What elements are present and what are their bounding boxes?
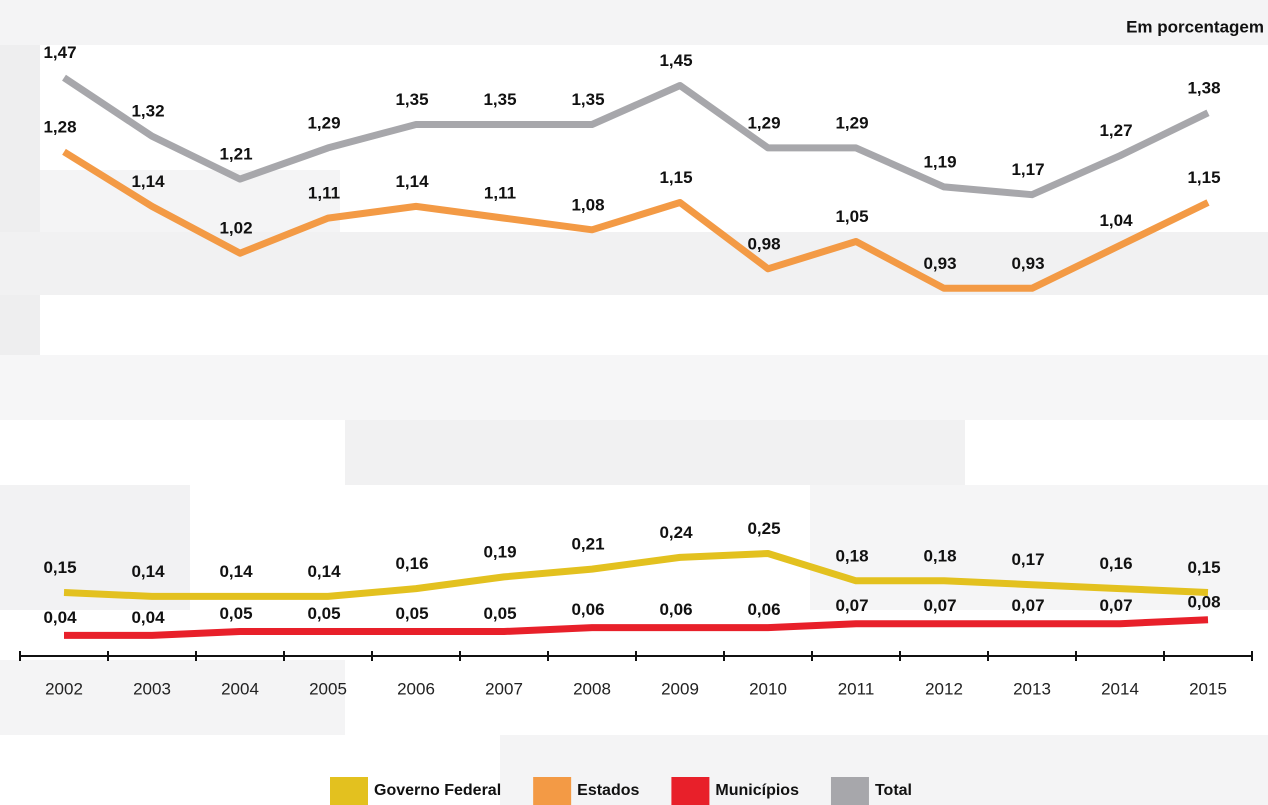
data-label: 1,11 [308,184,340,203]
data-label: 1,29 [747,113,780,132]
subtitle: Em porcentagem [1126,17,1264,36]
data-label: 0,98 [747,234,780,253]
data-label: 1,47 [43,43,76,62]
data-label: 0,18 [923,546,956,565]
data-label: 0,06 [659,600,692,619]
data-label: 0,14 [219,562,253,581]
data-label: 0,14 [307,562,341,581]
data-label: 1,28 [43,117,76,136]
x-tick-label: 2012 [925,679,963,698]
data-label: 0,93 [1011,254,1044,273]
x-tick-label: 2005 [309,679,347,698]
data-label: 0,05 [219,604,252,623]
line [63,550,1209,600]
data-label: 1,27 [1099,121,1132,140]
data-label: 1,35 [395,90,428,109]
data-label: 0,05 [307,604,340,623]
data-label: 0,05 [395,604,428,623]
legend-label: Municípios [715,782,799,799]
data-label: 1,29 [307,113,340,132]
x-tick-label: 2015 [1189,679,1227,698]
data-label: 0,15 [1187,558,1220,577]
legend-label: Estados [577,782,639,799]
data-label: 0,16 [1099,554,1132,573]
data-label: 1,15 [1187,168,1220,187]
x-tick-label: 2008 [573,679,611,698]
x-tick-label: 2003 [133,679,171,698]
line [62,148,1210,292]
data-label: 1,15 [659,168,692,187]
data-label: 1,14 [395,172,429,191]
data-label: 1,29 [835,113,868,132]
data-label: 0,16 [395,554,428,573]
data-label: 1,02 [219,219,252,238]
x-tick-label: 2011 [838,679,875,698]
data-label: 0,06 [571,600,604,619]
x-tick-label: 2004 [221,679,259,698]
legend-swatch [671,777,710,805]
x-tick-label: 2013 [1013,679,1051,698]
data-label: 0,93 [923,254,956,273]
x-tick-label: 2006 [397,679,435,698]
data-label: 1,14 [131,172,165,191]
data-label: 1,35 [571,90,604,109]
legend-swatch [830,777,869,805]
data-label: 0,14 [131,562,165,581]
data-label: 1,05 [835,207,868,226]
legend-swatch [330,777,368,805]
data-label: 1,45 [659,51,692,70]
x-tick-label: 2009 [661,679,699,698]
legend-label: Total [875,782,912,799]
data-label: 0,07 [1011,596,1044,615]
data-label: 0,07 [923,596,956,615]
data-label: 0,04 [43,608,77,627]
data-label: 0,15 [43,558,76,577]
line [62,74,1210,199]
data-label: 0,08 [1187,592,1220,611]
line [64,616,1209,639]
data-label: 1,08 [571,195,604,214]
data-label: 1,32 [131,102,164,121]
data-label: 0,05 [483,604,516,623]
legend-swatch [533,777,572,805]
data-label: 0,04 [131,608,165,627]
x-tick-label: 2002 [45,679,83,698]
x-tick-label: 2007 [485,679,523,698]
data-label: 1,19 [923,152,956,171]
data-label: 1,04 [1099,211,1133,230]
data-label: 0,18 [835,546,868,565]
legend-label: Governo Federal [374,782,501,799]
data-label: 0,06 [747,600,780,619]
data-label: 0,25 [747,519,780,538]
data-label: 1,35 [483,90,516,109]
data-label: 1,21 [219,145,252,164]
data-label: 1,11 [484,184,516,203]
data-label: 1,17 [1011,160,1044,179]
data-label: 1,38 [1187,78,1220,97]
x-tick-label: 2014 [1101,679,1139,698]
data-label: 0,24 [659,523,693,542]
x-tick-label: 2010 [749,679,787,698]
data-label: 0,07 [1099,596,1132,615]
data-label: 0,19 [483,542,516,561]
data-label: 0,07 [835,596,868,615]
data-label: 0,17 [1011,550,1044,569]
data-label: 0,21 [571,535,604,554]
